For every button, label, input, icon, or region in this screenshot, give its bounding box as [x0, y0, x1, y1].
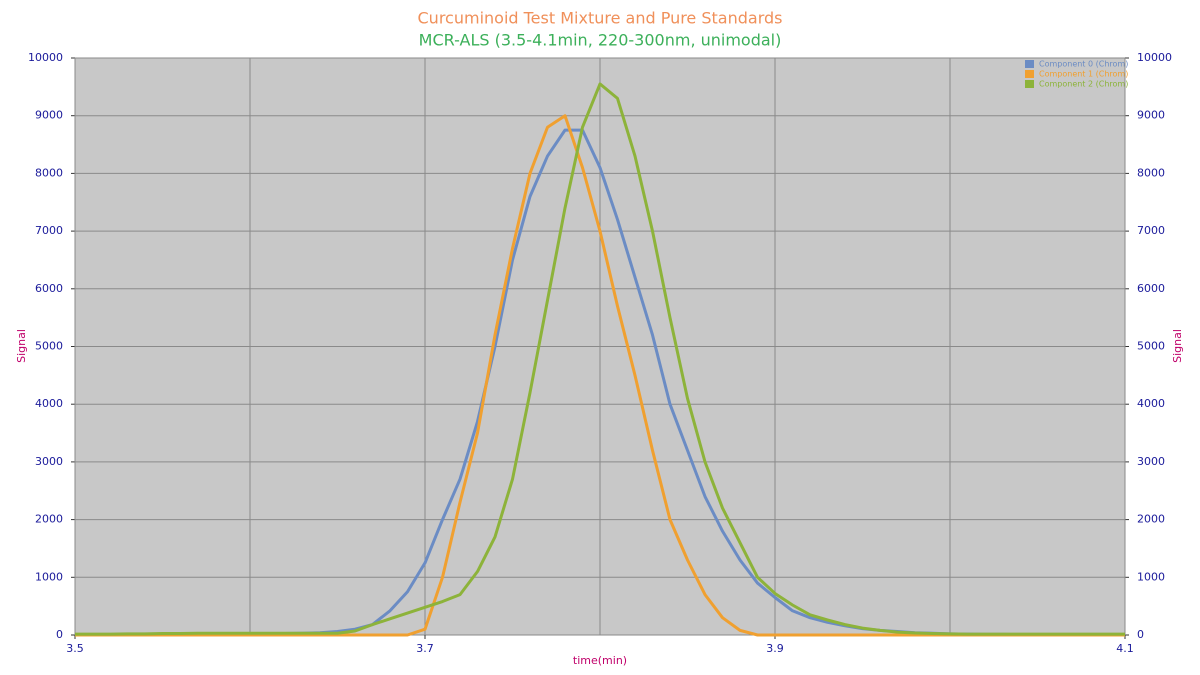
x-axis-label: time(min) [573, 654, 627, 667]
y-tick-label: 5000 [35, 340, 63, 353]
y-tick-label: 10000 [28, 51, 63, 64]
y2-tick-label: 8000 [1137, 166, 1165, 179]
chart-subtitle: MCR-ALS (3.5-4.1min, 220-300nm, unimodal… [419, 31, 782, 50]
y2-tick-label: 1000 [1137, 570, 1165, 583]
y2-tick-label: 0 [1137, 628, 1144, 641]
y2-tick-label: 10000 [1137, 51, 1172, 64]
y-tick-label: 8000 [35, 166, 63, 179]
y-tick-label: 1000 [35, 570, 63, 583]
y2-tick-label: 3000 [1137, 455, 1165, 468]
legend-label: Component 1 (Chrom) [1039, 70, 1128, 79]
y-tick-label: 9000 [35, 109, 63, 122]
x-tick-label: 3.7 [416, 642, 434, 655]
x-tick-label: 3.5 [66, 642, 84, 655]
legend-label: Component 2 (Chrom) [1039, 80, 1128, 89]
legend-label: Component 0 (Chrom) [1039, 60, 1128, 69]
y-tick-label: 2000 [35, 513, 63, 526]
y2-tick-label: 2000 [1137, 513, 1165, 526]
y-tick-label: 4000 [35, 397, 63, 410]
legend-swatch [1025, 70, 1034, 78]
y2-tick-label: 6000 [1137, 282, 1165, 295]
legend-swatch [1025, 80, 1034, 88]
y2-tick-label: 9000 [1137, 109, 1165, 122]
y2-tick-label: 4000 [1137, 397, 1165, 410]
y-tick-label: 3000 [35, 455, 63, 468]
y2-tick-label: 7000 [1137, 224, 1165, 237]
y2-tick-label: 5000 [1137, 340, 1165, 353]
y-axis-label: Signal [15, 329, 28, 363]
x-tick-label: 4.1 [1116, 642, 1134, 655]
legend-swatch [1025, 60, 1034, 68]
chart-title: Curcuminoid Test Mixture and Pure Standa… [418, 9, 783, 28]
y2-axis-label: Signal [1171, 329, 1184, 363]
y-tick-label: 7000 [35, 224, 63, 237]
y-tick-label: 0 [56, 628, 63, 641]
series-line [75, 82, 1125, 636]
y-tick-label: 6000 [35, 282, 63, 295]
x-tick-label: 3.9 [766, 642, 784, 655]
